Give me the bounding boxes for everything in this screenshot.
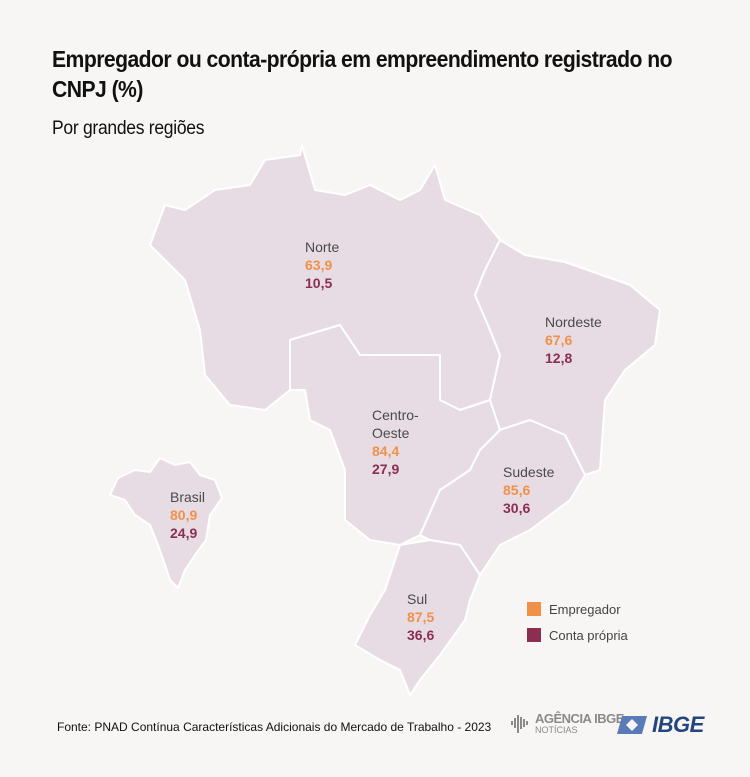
value-empregador: 80,9 <box>170 507 198 523</box>
label-centro-oeste: Centro-Oeste 84,4 27,9 <box>372 406 432 478</box>
ibge-logo-text: IBGE <box>652 712 704 737</box>
region-name: Nordeste <box>545 314 602 330</box>
value-empregador: 63,9 <box>305 257 333 273</box>
agencia-logo-subtext: NOTÍCIAS <box>535 725 578 735</box>
value-conta-propria: 36,6 <box>407 627 435 643</box>
brasil-map <box>109 457 223 589</box>
region-sul <box>354 539 481 696</box>
ibge-logo-icon <box>617 716 647 734</box>
legend-label: Empregador <box>549 601 621 617</box>
legend-label: Conta própria <box>549 627 628 643</box>
region-name: Centro-Oeste <box>372 407 419 441</box>
region-name: Norte <box>305 239 340 255</box>
label-brasil: Brasil 80,9 24,9 <box>170 488 205 542</box>
legend-swatch <box>527 602 541 616</box>
value-empregador: 85,6 <box>503 482 531 498</box>
label-sudeste: Sudeste 85,6 30,6 <box>503 463 554 517</box>
legend: Empregador Conta própria <box>527 596 628 648</box>
chart-subtitle: Por grandes regiões <box>52 118 205 139</box>
ibge-logo: IBGE <box>616 712 704 738</box>
label-nordeste: Nordeste 67,6 12,8 <box>545 313 602 367</box>
agencia-ibge-logo: AGÊNCIA IBGE NOTÍCIAS <box>510 712 624 735</box>
value-conta-propria: 12,8 <box>545 350 573 366</box>
source-note: Fonte: PNAD Contínua Características Adi… <box>57 720 492 734</box>
agencia-logo-icon <box>511 714 528 733</box>
value-empregador: 67,6 <box>545 332 573 348</box>
value-empregador: 87,5 <box>407 609 435 625</box>
region-name: Sudeste <box>503 464 555 480</box>
label-norte: Norte 63,9 10,5 <box>305 238 339 292</box>
value-conta-propria: 27,9 <box>372 461 400 477</box>
value-empregador: 84,4 <box>372 443 400 459</box>
region-name: Sul <box>407 591 428 607</box>
value-conta-propria: 10,5 <box>305 275 333 291</box>
chart-title: Empregador ou conta-própria em empreendi… <box>52 46 673 102</box>
legend-item-conta-propria: Conta própria <box>527 622 628 648</box>
agencia-logo-text: AGÊNCIA IBGE <box>535 711 624 726</box>
legend-swatch <box>527 628 541 642</box>
value-conta-propria: 24,9 <box>170 525 198 541</box>
value-conta-propria: 30,6 <box>503 500 531 516</box>
legend-item-empregador: Empregador <box>527 596 628 622</box>
label-sul: Sul 87,5 36,6 <box>407 590 434 644</box>
region-name: Brasil <box>170 489 206 505</box>
